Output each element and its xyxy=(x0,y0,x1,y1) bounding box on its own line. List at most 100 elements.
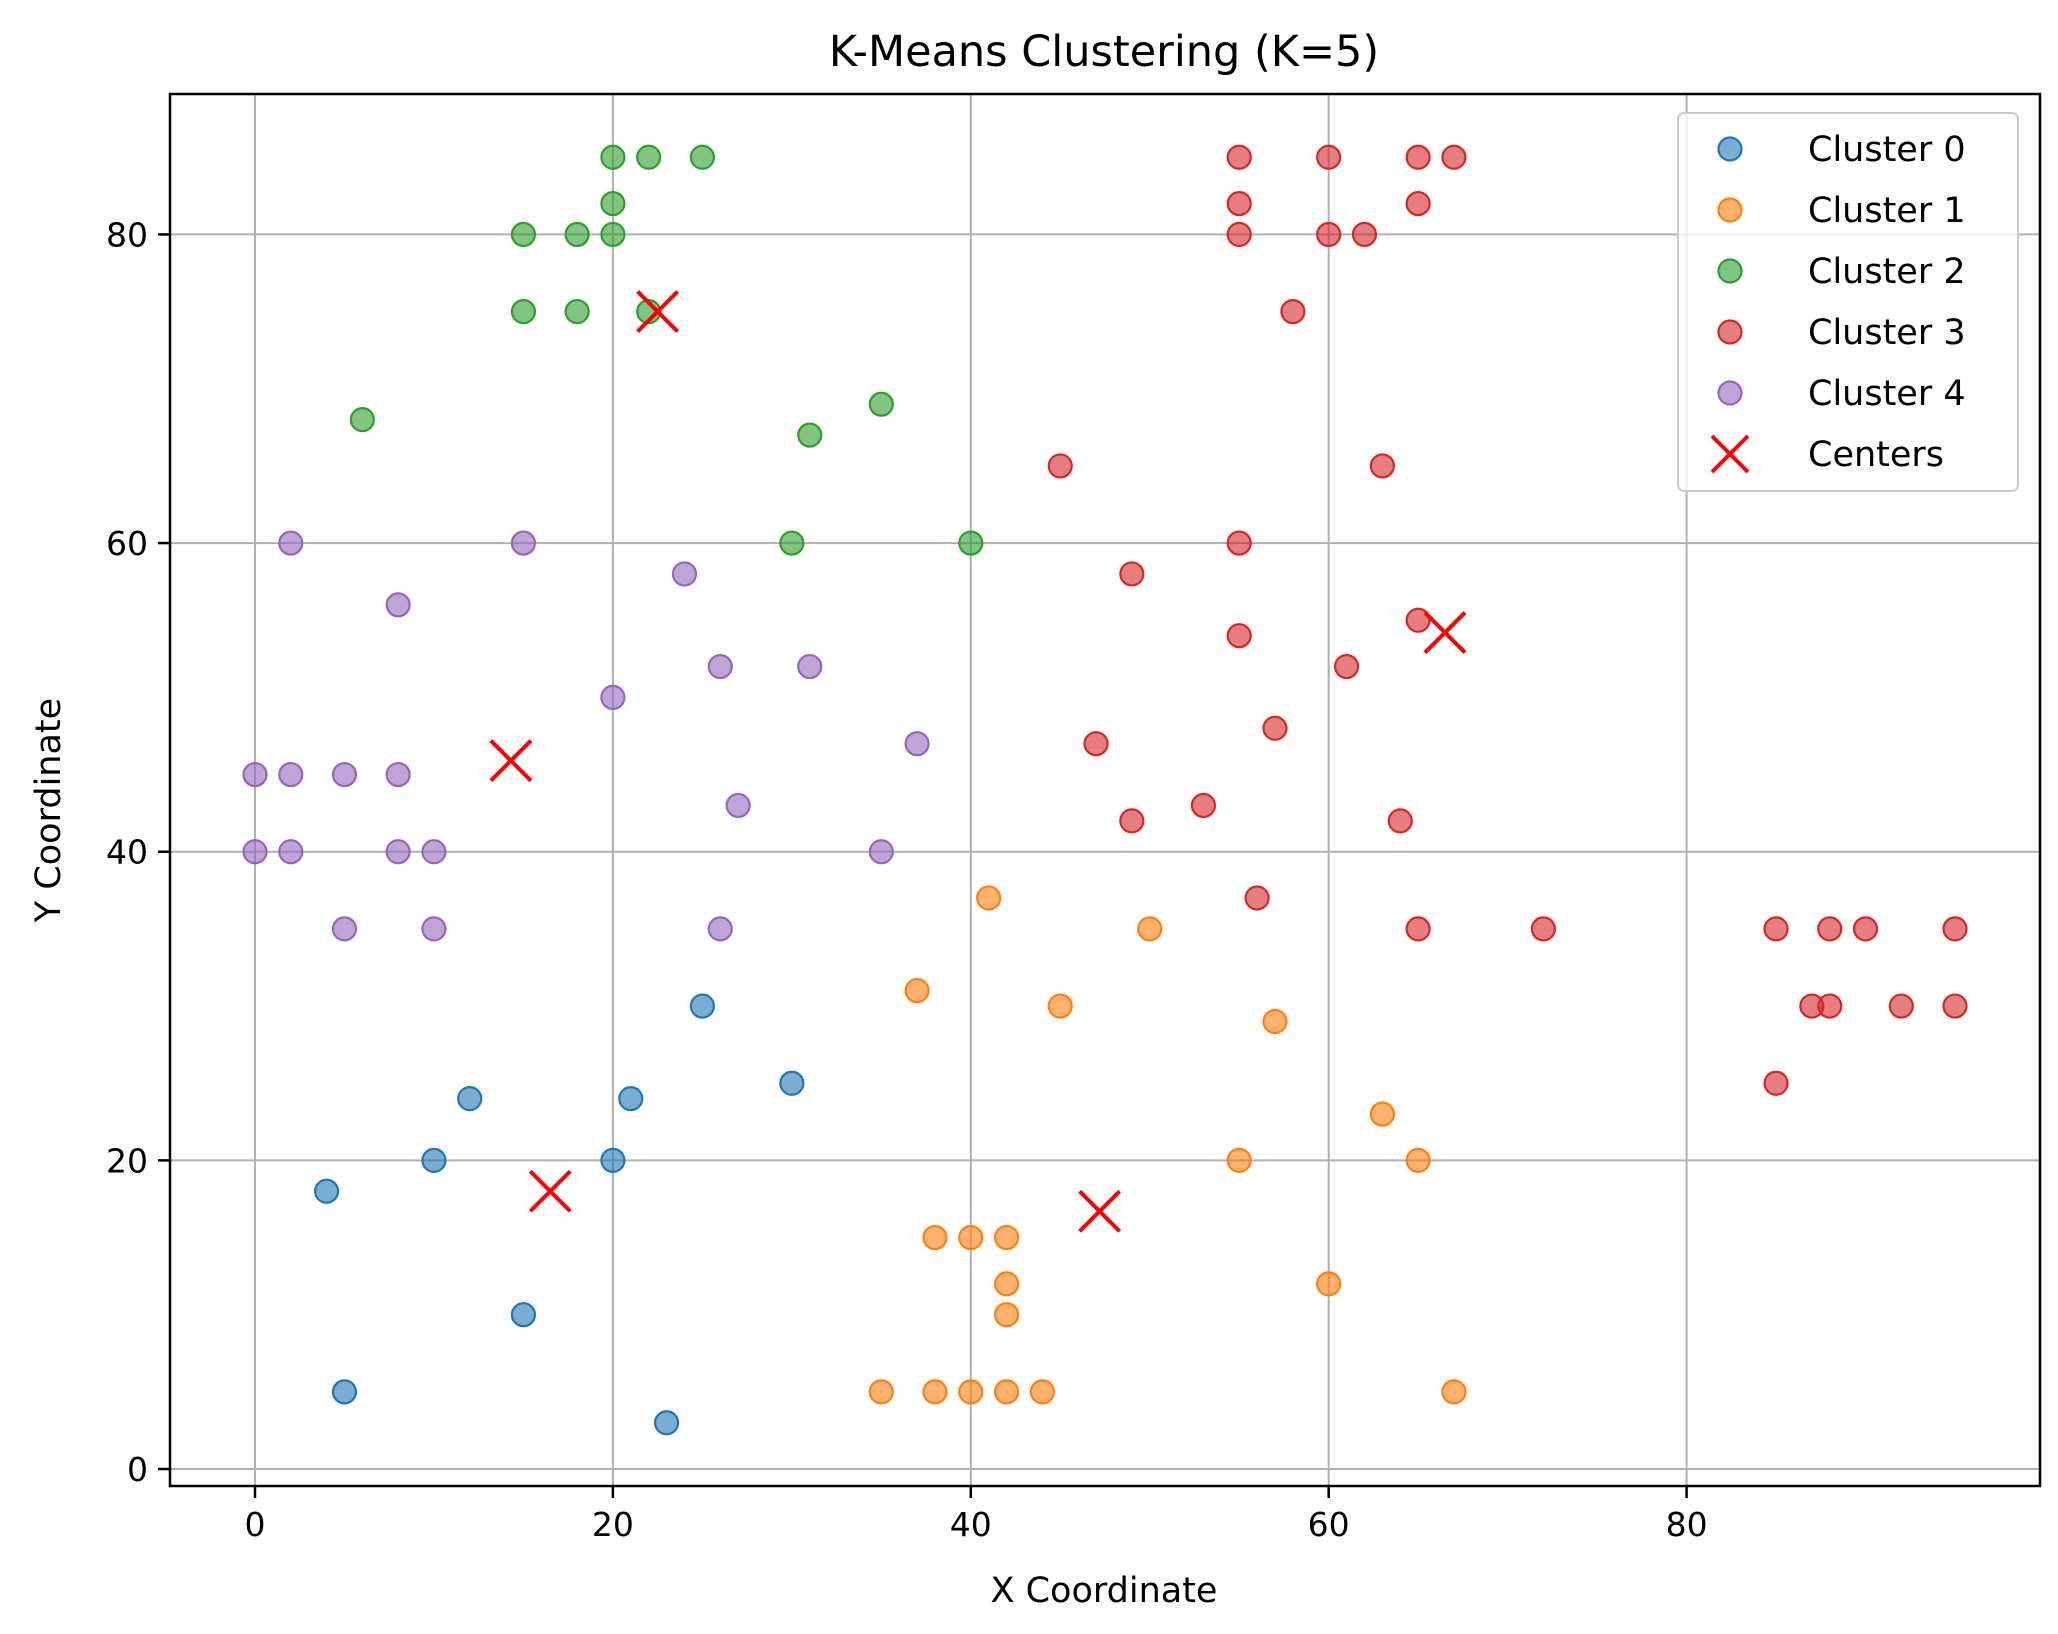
series-cluster-4 xyxy=(242,530,930,942)
data-point xyxy=(600,190,626,217)
data-point xyxy=(707,916,733,942)
data-point xyxy=(1280,298,1306,325)
legend-label: Cluster 4 xyxy=(1808,374,1966,414)
data-point xyxy=(510,298,537,325)
cluster-center-point xyxy=(1423,611,1467,655)
data-point xyxy=(1226,530,1252,556)
series-centers xyxy=(489,290,1467,1233)
data-point xyxy=(1405,607,1431,633)
data-point xyxy=(349,407,375,433)
data-point xyxy=(1369,453,1395,479)
data-point xyxy=(331,1379,358,1405)
legend: Cluster 0 Cluster 1 Cluster 2 Cluster 3 Clus… xyxy=(1677,112,2019,492)
data-point xyxy=(1047,453,1073,479)
cluster-center-point xyxy=(1078,1189,1122,1233)
center-marker-stroke xyxy=(1423,611,1467,655)
data-point xyxy=(331,916,358,942)
series-cluster-3 xyxy=(1047,144,1968,1096)
data-point xyxy=(1405,1147,1431,1173)
data-point xyxy=(600,684,626,711)
data-point xyxy=(689,993,715,1019)
legend-label: Cluster 0 xyxy=(1808,130,1966,170)
data-point xyxy=(797,653,823,680)
data-point xyxy=(1351,221,1378,248)
data-point xyxy=(868,839,894,865)
data-point xyxy=(636,144,662,170)
data-point xyxy=(1405,144,1431,170)
x-tick-label: 0 xyxy=(245,1505,266,1544)
data-point xyxy=(1387,808,1413,834)
y-tick-label: 80 xyxy=(106,215,148,254)
y-tick-label: 40 xyxy=(106,833,148,872)
data-point xyxy=(510,530,537,556)
data-point xyxy=(779,530,805,556)
data-point xyxy=(904,978,930,1004)
data-point xyxy=(922,1224,948,1251)
legend-marker xyxy=(1717,380,1743,406)
legend-label: Centers xyxy=(1808,435,1944,475)
legend-box xyxy=(1677,112,2019,492)
center-marker-stroke xyxy=(528,1169,572,1213)
data-point xyxy=(1226,221,1252,248)
legend-label: Cluster 1 xyxy=(1808,191,1966,231)
center-marker-stroke xyxy=(636,290,680,334)
center-marker-stroke xyxy=(1078,1189,1122,1233)
data-point xyxy=(797,422,823,448)
data-point xyxy=(510,1302,537,1328)
data-point xyxy=(725,792,751,819)
data-point xyxy=(331,761,358,788)
data-point xyxy=(564,298,590,325)
data-point xyxy=(510,221,537,248)
x-tick-label: 80 xyxy=(1666,1505,1708,1544)
data-point xyxy=(904,731,930,757)
data-point xyxy=(1316,221,1342,248)
data-point xyxy=(1405,916,1431,942)
center-marker-stroke xyxy=(1710,434,1750,474)
data-point xyxy=(1942,916,1968,942)
data-point xyxy=(1942,993,1968,1019)
data-point xyxy=(779,1070,805,1096)
data-point xyxy=(993,1302,1020,1328)
data-point xyxy=(958,1224,984,1251)
axis-ticks: 0 20 40 60 80 0 20 40 60 80 xyxy=(106,215,1708,1544)
data-point xyxy=(1369,1101,1395,1127)
data-point xyxy=(1083,731,1109,757)
data-point xyxy=(600,144,626,170)
data-point xyxy=(1817,993,1843,1019)
data-point xyxy=(1530,916,1557,942)
x-tick-label: 20 xyxy=(592,1505,634,1544)
data-point xyxy=(564,221,590,248)
legend-marker xyxy=(1717,136,1743,162)
data-points xyxy=(242,144,1968,1436)
axes-frame xyxy=(168,92,2042,1488)
series-cluster-1 xyxy=(868,885,1467,1405)
y-tick-label: 20 xyxy=(106,1141,148,1180)
y-tick-label: 60 xyxy=(106,524,148,563)
data-point xyxy=(1763,1070,1789,1096)
data-point xyxy=(1029,1379,1055,1405)
data-point xyxy=(1119,808,1145,834)
data-point xyxy=(313,1178,340,1204)
data-point xyxy=(278,761,304,788)
data-point xyxy=(1047,993,1073,1019)
data-point xyxy=(1262,715,1288,741)
data-point xyxy=(1226,190,1252,217)
y-axis-label: Y Coordinate xyxy=(29,698,69,923)
legend-marker-centers xyxy=(1710,434,1750,474)
legend-marker xyxy=(1717,258,1743,284)
data-point xyxy=(1316,144,1342,170)
legend-label: Cluster 2 xyxy=(1808,252,1966,292)
data-point xyxy=(242,761,268,788)
data-point xyxy=(976,885,1002,911)
data-point xyxy=(1333,653,1360,680)
data-point xyxy=(421,1147,447,1173)
data-point xyxy=(278,839,304,865)
legend-marker xyxy=(1717,197,1743,223)
data-point xyxy=(1763,916,1789,942)
data-point xyxy=(1244,885,1270,911)
data-point xyxy=(958,1379,984,1405)
data-point xyxy=(1226,623,1252,649)
data-point xyxy=(421,916,447,942)
series-cluster-0 xyxy=(313,993,805,1436)
data-point xyxy=(868,391,894,417)
